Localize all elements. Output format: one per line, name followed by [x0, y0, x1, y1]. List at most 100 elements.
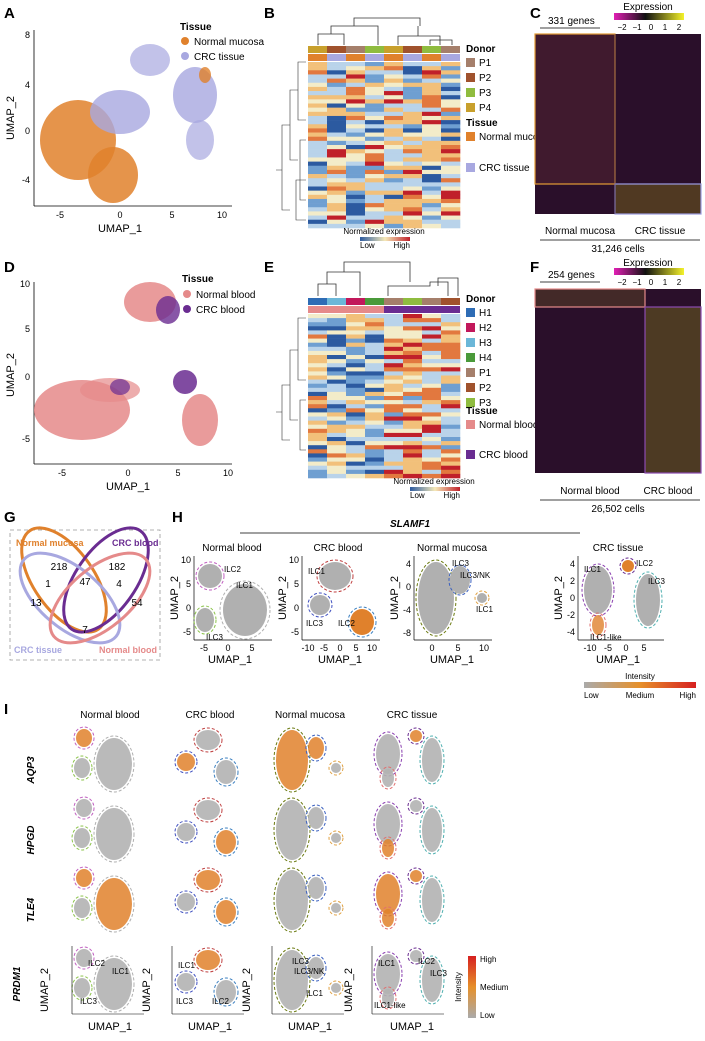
- venn-label: CRC tissue: [14, 645, 62, 655]
- tissue-cell: [422, 54, 441, 61]
- column-title: CRC blood: [186, 710, 235, 721]
- venn-count: 4: [116, 579, 122, 590]
- crc-blood-cluster: [110, 379, 130, 395]
- cluster: [382, 769, 394, 787]
- heatmap-b-scale: Normalized expression Low High: [343, 227, 424, 250]
- expression-scale: [614, 13, 684, 20]
- cluster: [308, 877, 324, 899]
- group-label: CRC tissue: [635, 226, 686, 237]
- panel-c-letter: C: [530, 5, 541, 22]
- svg-text:UMAP_2: UMAP_2: [343, 968, 355, 1012]
- x-axis-title: UMAP_1: [98, 223, 142, 235]
- cluster-outline: [419, 875, 445, 925]
- cluster-outline: [273, 797, 311, 863]
- svg-text:−2: −2: [617, 23, 627, 32]
- y-tick: 0: [25, 372, 30, 382]
- donor-cell: [327, 46, 346, 53]
- cluster-label: ILC1: [308, 567, 325, 576]
- venn-count: 218: [51, 562, 68, 573]
- cluster-outline: [419, 955, 445, 1005]
- legend-label: Normal blood: [196, 290, 255, 301]
- svg-text:-5: -5: [183, 627, 191, 637]
- cluster-label: ILC2: [338, 619, 355, 628]
- venn-set-crc-blood: [62, 526, 150, 634]
- svg-text:ILC2: ILC2: [212, 997, 229, 1006]
- cluster-label: ILC3: [452, 559, 469, 568]
- cluster: [422, 878, 442, 922]
- h-crc-tissue-umap: CRC tissue ILC1 ILC2 ILC3 ILC1-like -10 …: [553, 543, 665, 666]
- x-tick: 10: [217, 210, 227, 220]
- svg-text:0: 0: [649, 278, 654, 287]
- expression-title: Expression: [623, 2, 672, 13]
- svg-text:ILC2: ILC2: [418, 957, 435, 966]
- donor-cell: [384, 298, 403, 305]
- svg-text:10: 10: [181, 555, 191, 565]
- tissue-cell: [441, 306, 460, 313]
- venn-count: 54: [131, 598, 143, 609]
- legend-swatch: [466, 88, 475, 97]
- x-tick: 0: [125, 468, 130, 478]
- gene-label: TLE4: [26, 897, 37, 922]
- svg-text:0: 0: [649, 23, 654, 32]
- crc-tissue-cluster: [90, 90, 150, 134]
- cluster: [74, 758, 90, 778]
- cluster-outline: [174, 750, 198, 774]
- svg-text:UMAP_2: UMAP_2: [141, 968, 153, 1012]
- cluster-outline: [419, 805, 445, 855]
- tissue-cell: [422, 306, 441, 313]
- legend-label: P3: [479, 88, 492, 99]
- donor-cell: [384, 46, 403, 53]
- donor-cell: [422, 46, 441, 53]
- panel-h-letter: H: [172, 509, 183, 526]
- heatmap-e-scale: Normalized expression Low High: [393, 477, 474, 500]
- cluster: [177, 753, 195, 771]
- mini-umap: [174, 727, 239, 787]
- svg-text:ILC1-like: ILC1-like: [374, 1001, 406, 1010]
- x-axis-title: UMAP_1: [106, 481, 150, 493]
- cluster: [276, 950, 308, 1010]
- cluster: [308, 957, 324, 979]
- x-tick: 10: [223, 468, 233, 478]
- mini-umap: [373, 867, 445, 930]
- cluster: [422, 738, 442, 782]
- h-normal-blood-umap: Normal blood ILC2 ILC1 ILC3 -5 0 5 10 5 …: [169, 543, 272, 666]
- legend-title: Tissue: [466, 118, 498, 129]
- svg-text:ILC1: ILC1: [178, 961, 195, 970]
- cluster-outline: [328, 760, 344, 776]
- cluster: [331, 763, 341, 773]
- cluster-outline: [373, 951, 403, 997]
- y-tick: 10: [20, 279, 30, 289]
- svg-text:UMAP_1: UMAP_1: [288, 1021, 332, 1033]
- x-tick: 0: [117, 210, 122, 220]
- donor-cell: [346, 298, 365, 305]
- svg-text:-10: -10: [301, 643, 314, 653]
- cluster-outline: [93, 875, 135, 933]
- cluster-outline: [373, 731, 403, 777]
- mini-umap: [174, 797, 239, 857]
- svg-text:0: 0: [570, 593, 575, 603]
- cluster: [177, 973, 195, 991]
- cluster: [196, 950, 220, 970]
- svg-text:0: 0: [186, 603, 191, 613]
- panel-i: I Normal blood CRC blood Normal mucosa C…: [4, 701, 509, 1033]
- cluster-outline: [407, 727, 425, 745]
- row-dendrogram: [276, 317, 306, 451]
- panel-e-letter: E: [264, 259, 274, 276]
- svg-text:ILC1: ILC1: [112, 967, 129, 976]
- venn-set-normal-mucosa: [20, 526, 108, 634]
- legend-swatch: [183, 305, 191, 313]
- cluster-outline: [71, 895, 93, 921]
- expression-heatmap-c: [534, 33, 702, 215]
- tissue-cell: [327, 54, 346, 61]
- y-tick: 8: [25, 30, 30, 40]
- scale-title: Normalized expression: [393, 477, 474, 486]
- svg-text:0: 0: [337, 643, 342, 653]
- cluster: [216, 900, 236, 924]
- mini-umap: [71, 946, 144, 1015]
- legend-swatch: [466, 103, 475, 112]
- svg-text:ILC3: ILC3: [292, 957, 309, 966]
- panel-d: D -5 0 5 10 10 5 0 -5 UMAP_1 UMAP_2 Tiss…: [4, 259, 255, 493]
- scale-title: Normalized expression: [343, 227, 424, 236]
- svg-text:5: 5: [353, 643, 358, 653]
